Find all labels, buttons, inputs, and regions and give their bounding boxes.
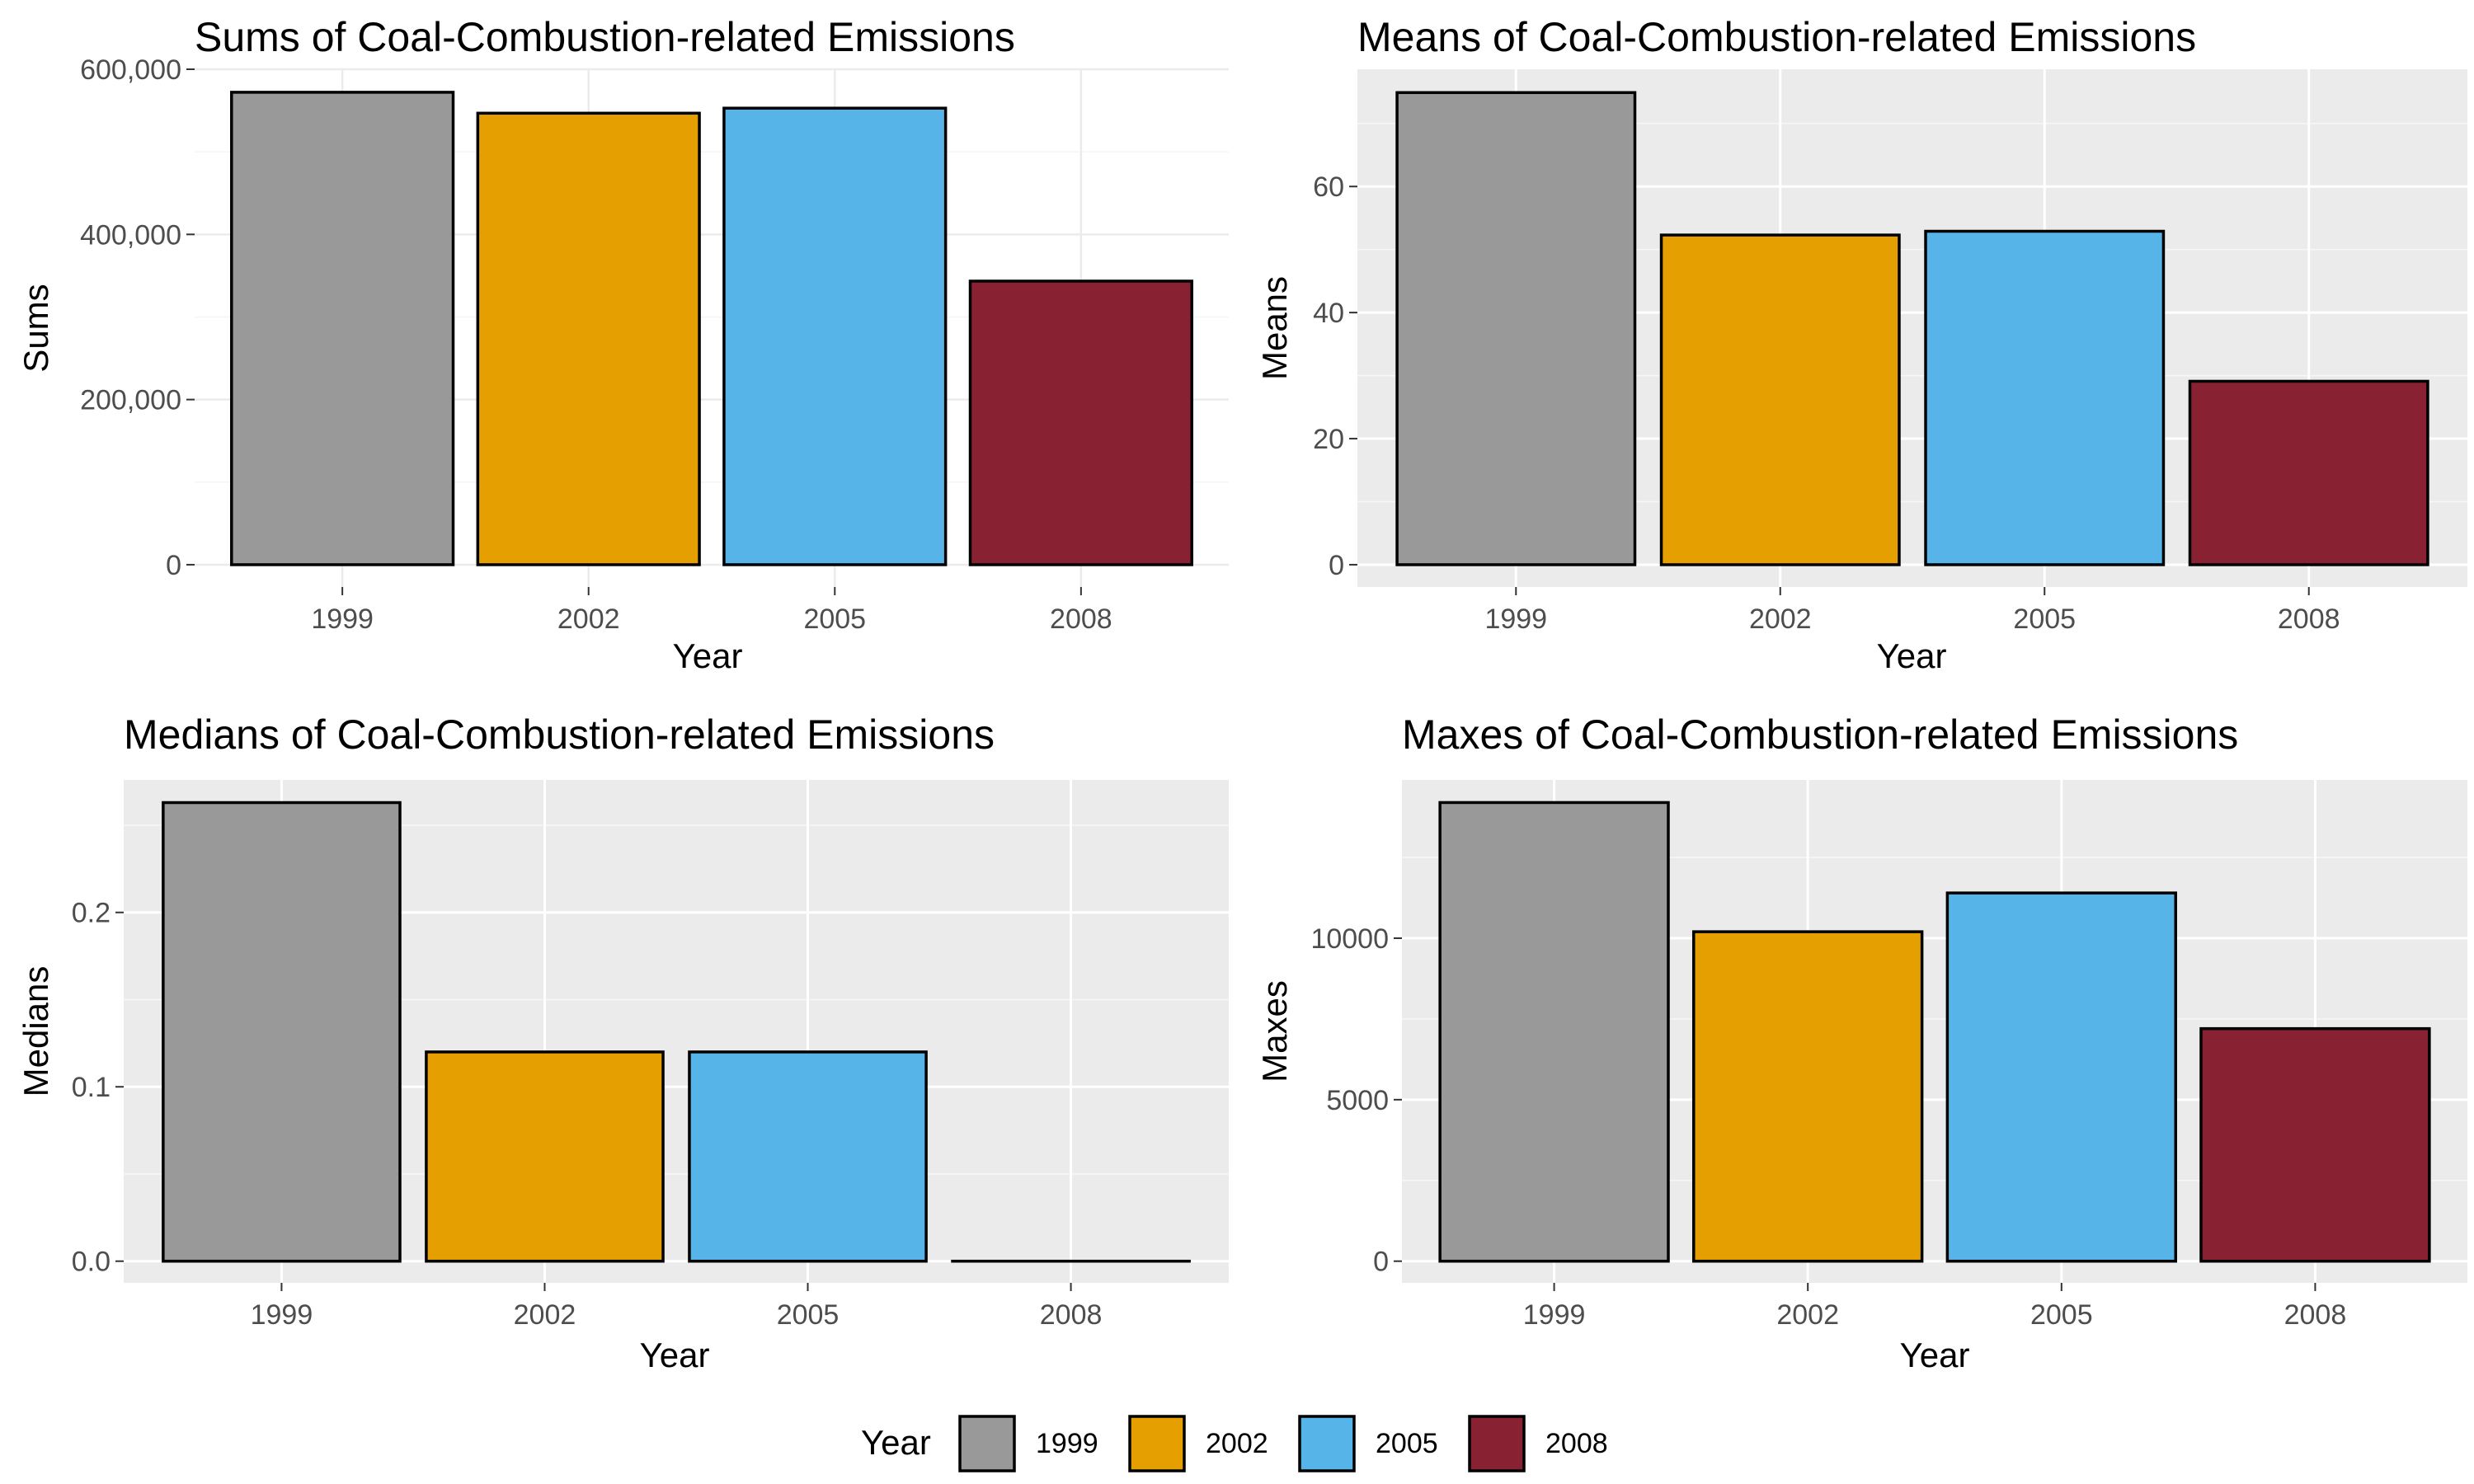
bar-2002	[476, 111, 701, 566]
chart-title: Maxes of Coal-Combustion-related Emissio…	[1402, 711, 2238, 758]
bar-2005	[1945, 891, 2177, 1263]
legend: Year 1999 2002 2005 2008	[861, 1415, 1608, 1472]
bar-2002	[425, 1050, 665, 1263]
bar-2008	[968, 279, 1193, 566]
legend-label-2005: 2005	[1376, 1428, 1438, 1459]
x-tick-label: 2005	[777, 1299, 840, 1331]
x-tick-label: 2002	[557, 603, 620, 635]
y-axis-title: Sums	[16, 284, 55, 372]
y-tick-label: 0	[1373, 1247, 1389, 1278]
x-axis-title: Year	[640, 1336, 710, 1374]
chart-title: Sums of Coal-Combustion-related Emission…	[195, 14, 1015, 60]
y-tick-label: 60	[1313, 171, 1344, 203]
chart-title: Means of Coal-Combustion-related Emissio…	[1357, 14, 2196, 60]
bar-1999	[162, 801, 402, 1263]
y-tick-label: 600,000	[80, 54, 181, 86]
y-tick-label: 0	[166, 550, 181, 581]
chart-panel-sums: 0 200,000 400,000 600,000 1999 2002 2005 2008 Su…	[16, 14, 1229, 675]
bar-2005	[688, 1050, 928, 1263]
x-tick-label: 1999	[311, 603, 374, 635]
bar-1999	[1438, 801, 1670, 1263]
bar-2008	[2199, 1026, 2431, 1263]
y-tick-label: 20	[1313, 424, 1344, 455]
chart-panel-maxes: 0 5000 10000 1999 2002 2005 2008 Maxes of Coal-…	[1255, 711, 2467, 1374]
x-tick-label: 2002	[1776, 1299, 1839, 1331]
bar-2005	[722, 106, 948, 566]
x-tick-label: 1999	[1484, 603, 1547, 635]
legend-key-2005	[1298, 1415, 1356, 1472]
x-tick-label: 2005	[803, 603, 866, 635]
y-axis-title: Maxes	[1255, 980, 1294, 1082]
y-tick-label: 10000	[1310, 923, 1389, 955]
x-tick-label: 1999	[1523, 1299, 1586, 1331]
legend-key-2002	[1128, 1415, 1186, 1472]
x-tick-label: 2008	[1050, 603, 1112, 635]
legend-label-2002: 2002	[1206, 1428, 1268, 1459]
legend-label-2008: 2008	[1545, 1428, 1608, 1459]
x-tick-label: 2008	[2284, 1299, 2347, 1331]
x-axis-title: Year	[673, 636, 743, 675]
x-tick-label: 2005	[2030, 1299, 2093, 1331]
bar-2008	[2188, 379, 2429, 566]
bar-1999	[1395, 91, 1637, 566]
x-tick-label: 2002	[514, 1299, 576, 1331]
y-tick-label: 5000	[1326, 1085, 1389, 1116]
y-axis-title: Medians	[16, 966, 55, 1097]
y-tick-label: 40	[1313, 298, 1344, 329]
x-tick-label: 2005	[2013, 603, 2076, 635]
bar-1999	[230, 91, 455, 566]
chart-panel-means: 0 20 40 60 1999 2002 2005 2008 Means of Coal-Com…	[1255, 14, 2467, 675]
bar-2005	[1924, 229, 2166, 566]
y-tick-label: 0	[1329, 550, 1344, 581]
y-tick-label: 0.0	[72, 1247, 111, 1278]
x-axis-title: Year	[1900, 1336, 1970, 1374]
x-tick-label: 2008	[1040, 1299, 1103, 1331]
y-axis-title: Means	[1255, 276, 1294, 380]
y-tick-label: 0.2	[72, 898, 111, 929]
chart-title: Medians of Coal-Combustion-related Emiss…	[124, 711, 995, 758]
x-tick-label: 2008	[2278, 603, 2340, 635]
chart-panel-medians: 0.0 0.1 0.2 1999 2002 2005 2008 Medians of Coal…	[16, 711, 1229, 1374]
x-tick-label: 1999	[251, 1299, 313, 1331]
y-tick-label: 400,000	[80, 219, 181, 251]
legend-label-1999: 1999	[1036, 1428, 1098, 1459]
x-tick-label: 2002	[1749, 603, 1812, 635]
y-tick-label: 0.1	[72, 1072, 111, 1103]
legend-key-2008	[1468, 1415, 1526, 1472]
bar-2002	[1659, 233, 1901, 566]
bar-2002	[1692, 930, 1924, 1263]
legend-title: Year	[861, 1423, 931, 1462]
legend-key-1999	[958, 1415, 1016, 1472]
x-axis-title: Year	[1877, 636, 1947, 675]
y-tick-label: 200,000	[80, 385, 181, 416]
